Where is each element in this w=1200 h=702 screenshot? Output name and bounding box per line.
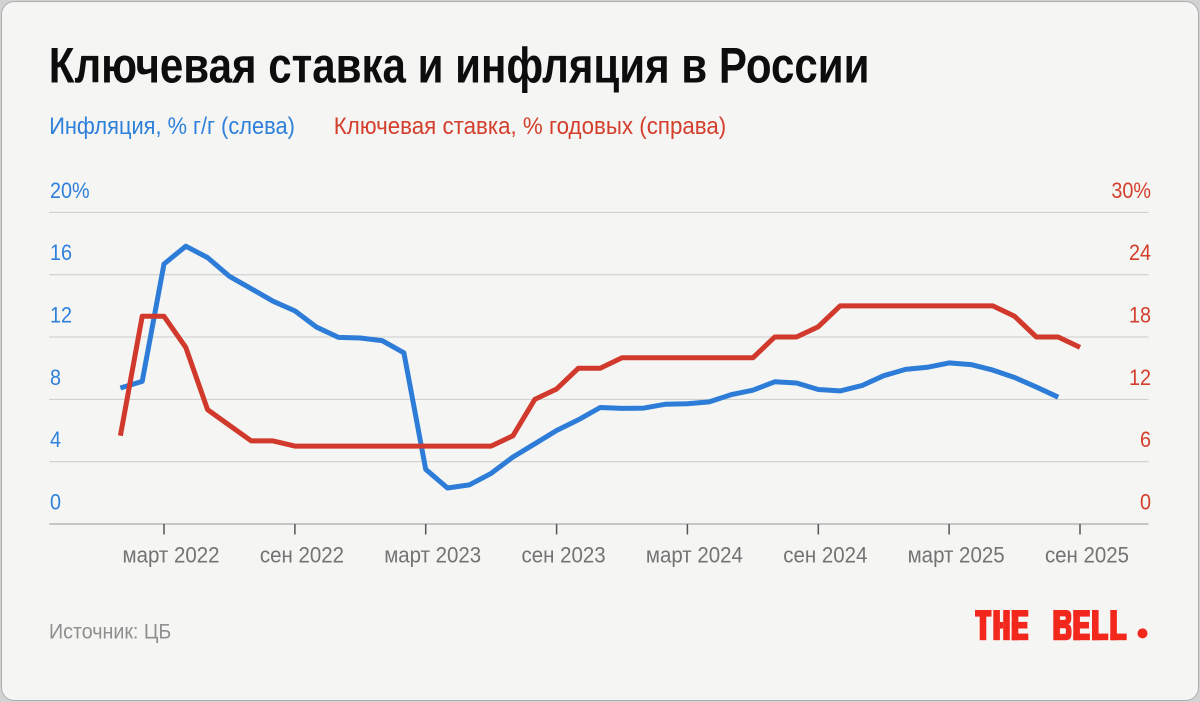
svg-text:20%: 20% xyxy=(50,179,90,203)
svg-text:Инфляция, % г/г (слева): Инфляция, % г/г (слева) xyxy=(49,112,295,139)
svg-text:12: 12 xyxy=(50,304,72,328)
svg-text:сен 2022: сен 2022 xyxy=(260,543,344,568)
svg-text:сен 2025: сен 2025 xyxy=(1045,543,1129,568)
svg-text:март 2024: март 2024 xyxy=(646,543,743,568)
svg-text:сен 2024: сен 2024 xyxy=(783,543,867,568)
svg-text:Источник: ЦБ: Источник: ЦБ xyxy=(49,621,171,644)
svg-text:Ключевая ставка, % годовых (сп: Ключевая ставка, % годовых (справа) xyxy=(334,112,726,139)
svg-text:сен 2023: сен 2023 xyxy=(522,543,606,568)
svg-text:18: 18 xyxy=(1129,304,1151,328)
svg-text:март 2025: март 2025 xyxy=(908,543,1005,568)
svg-text:30%: 30% xyxy=(1111,179,1151,203)
svg-text:16: 16 xyxy=(50,241,72,265)
svg-text:4: 4 xyxy=(50,428,61,452)
svg-text:24: 24 xyxy=(1129,241,1151,265)
svg-text:март 2022: март 2022 xyxy=(123,543,220,568)
svg-text:Ключевая ставка и инфляция в Р: Ключевая ставка и инфляция в России xyxy=(49,37,870,93)
svg-text:0: 0 xyxy=(50,491,61,515)
svg-text:0: 0 xyxy=(1140,491,1151,515)
svg-text:12: 12 xyxy=(1129,366,1151,390)
svg-text:6: 6 xyxy=(1140,428,1151,452)
svg-text:март 2023: март 2023 xyxy=(384,543,481,568)
svg-text:8: 8 xyxy=(50,366,61,390)
